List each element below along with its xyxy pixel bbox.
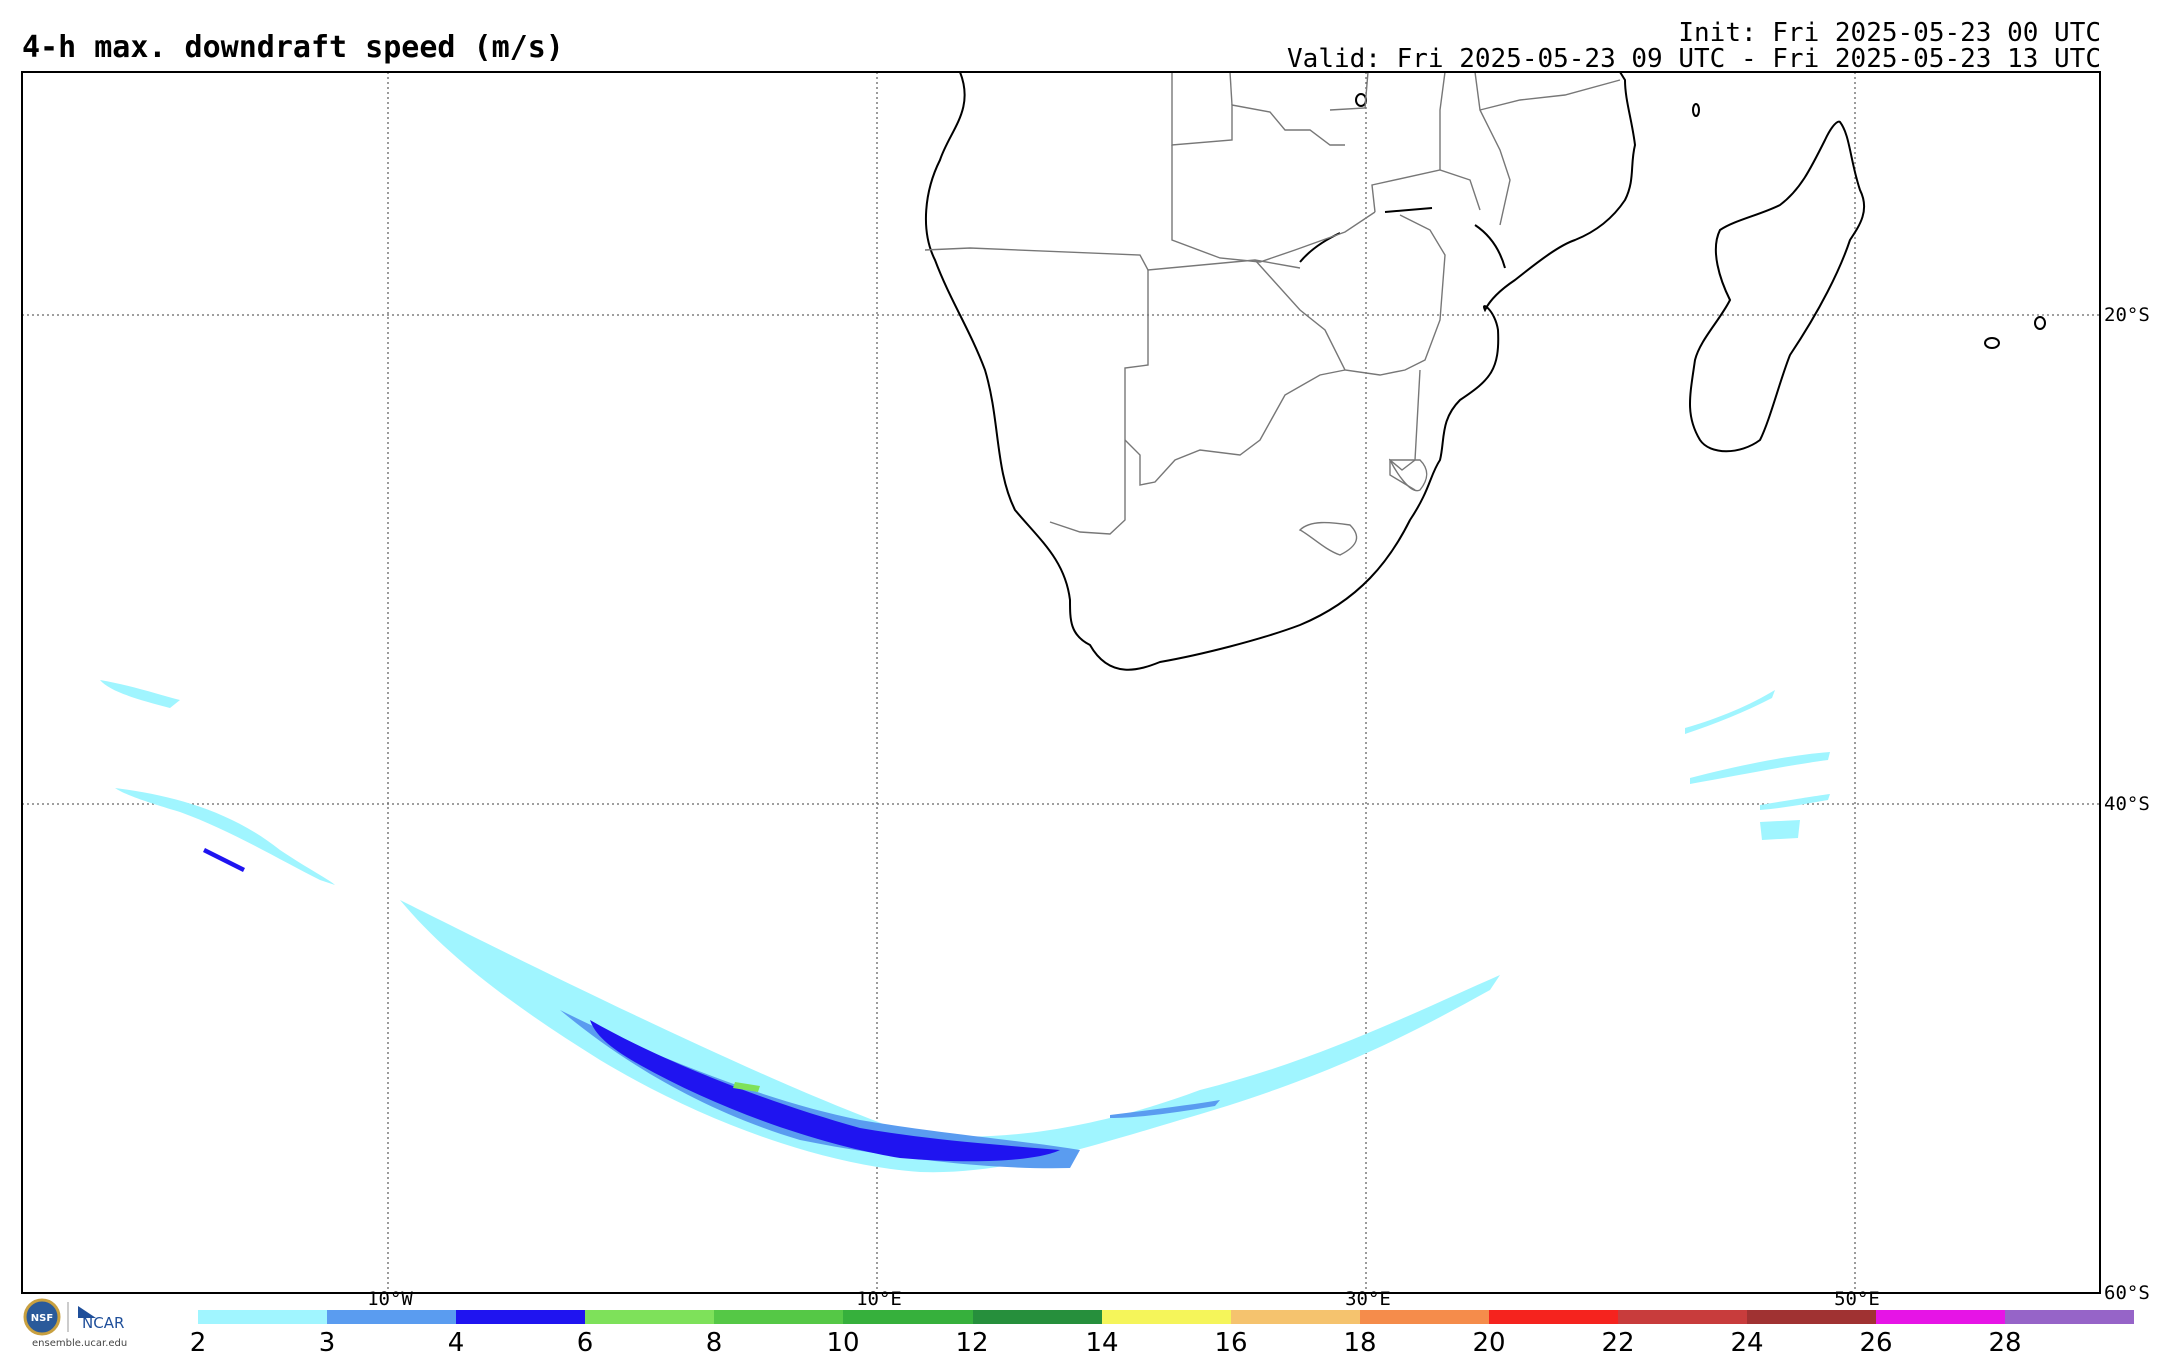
colorbar-tick: 6 bbox=[576, 1328, 594, 1358]
map-title: 4-h max. downdraft speed (m/s) bbox=[22, 30, 564, 65]
colorbar-segment bbox=[972, 1310, 1102, 1324]
lat-label-60s: 60°S bbox=[2104, 1282, 2150, 1304]
time-info: Init: Fri 2025-05-23 00 UTC Valid: Fri 2… bbox=[1287, 20, 2101, 72]
colorbar-tick: 14 bbox=[1085, 1328, 1119, 1358]
small-islands bbox=[1355, 93, 2046, 349]
colorbar-tick: 8 bbox=[705, 1328, 723, 1358]
colorbar-segment bbox=[1876, 1310, 2006, 1324]
lon-label-10e: 10°E bbox=[856, 1288, 902, 1310]
map-frame bbox=[21, 71, 2101, 1294]
site-url: ensemble.ucar.edu bbox=[32, 1338, 128, 1349]
colorbar bbox=[198, 1310, 2135, 1324]
valid-time: Valid: Fri 2025-05-23 09 UTC - Fri 2025-… bbox=[1287, 44, 2101, 74]
colorbar-tick: 22 bbox=[1601, 1328, 1635, 1358]
lat-label-40s: 40°S bbox=[2104, 793, 2150, 815]
colorbar-tick: 3 bbox=[318, 1328, 336, 1358]
colorbar-segment bbox=[1747, 1310, 1877, 1324]
colorbar-tick: 16 bbox=[1214, 1328, 1248, 1358]
colorbar-segment bbox=[843, 1310, 973, 1324]
nsf-logo-text: NSF bbox=[31, 1313, 53, 1324]
colorbar-tick: 24 bbox=[1730, 1328, 1764, 1358]
colorbar-tick: 2 bbox=[189, 1328, 207, 1358]
downdraft-shading bbox=[100, 680, 1830, 1173]
lat-lon-grid bbox=[22, 72, 2100, 1293]
lon-label-30e: 30°E bbox=[1345, 1288, 1391, 1310]
colorbar-tick: 26 bbox=[1859, 1328, 1893, 1358]
ncar-logo-text: NCAR bbox=[82, 1314, 124, 1332]
colorbar-tick: 12 bbox=[955, 1328, 989, 1358]
colorbar-segment bbox=[1101, 1310, 1231, 1324]
colorbar-tick: 4 bbox=[447, 1328, 465, 1358]
colorbar-segment bbox=[327, 1310, 457, 1324]
colorbar-segment bbox=[456, 1310, 586, 1324]
lat-label-20s: 20°S bbox=[2104, 304, 2150, 326]
colorbar-segment bbox=[1230, 1310, 1360, 1324]
colorbar-tick: 20 bbox=[1472, 1328, 1506, 1358]
colorbar-segment bbox=[714, 1310, 844, 1324]
madagascar-outline bbox=[1689, 120, 1866, 453]
lon-label-10w: 10°W bbox=[367, 1288, 413, 1310]
colorbar-segment bbox=[2005, 1310, 2135, 1324]
country-borders bbox=[924, 71, 1621, 556]
init-time: Init: Fri 2025-05-23 00 UTC bbox=[1678, 18, 2101, 48]
colorbar-segment bbox=[1488, 1310, 1619, 1324]
colorbar-tick: 28 bbox=[1988, 1328, 2022, 1358]
nsf-ncar-logo: NSF NCAR bbox=[23, 1298, 124, 1336]
colorbar-segment bbox=[1359, 1310, 1489, 1324]
colorbar-segment bbox=[1618, 1310, 1748, 1324]
lon-label-50e: 50°E bbox=[1834, 1288, 1880, 1310]
africa-coastline bbox=[925, 71, 1637, 671]
colorbar-segment bbox=[585, 1310, 715, 1324]
colorbar-tick: 10 bbox=[826, 1328, 860, 1358]
colorbar-segment bbox=[198, 1310, 328, 1324]
colorbar-tick: 18 bbox=[1343, 1328, 1377, 1358]
